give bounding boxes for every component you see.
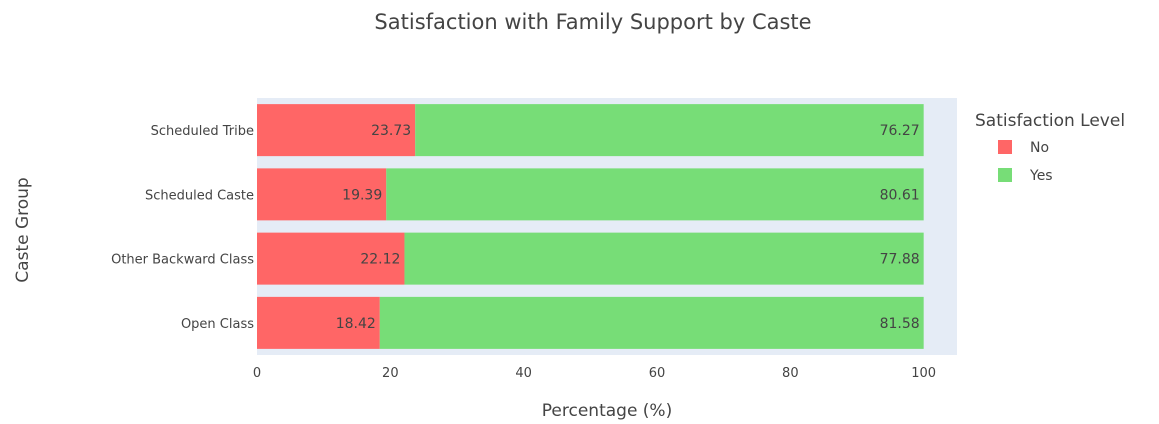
bar-yes-scheduled-tribe — [415, 104, 924, 157]
bar-label-yes-other-backward-class: 77.88 — [880, 252, 920, 268]
legend-swatch-yes — [998, 168, 1012, 182]
x-tick-label-80: 80 — [782, 366, 799, 381]
bar-label-yes-open-class: 81.58 — [880, 316, 920, 332]
bar-no-scheduled-caste — [257, 168, 387, 221]
x-axis-title: Percentage (%) — [542, 401, 672, 421]
x-tick-label-100: 100 — [911, 366, 936, 381]
bars-layer — [257, 104, 924, 349]
bar-label-yes-scheduled-caste: 80.61 — [880, 187, 920, 203]
chart-title: Satisfaction with Family Support by Cast… — [374, 10, 811, 34]
bar-label-yes-scheduled-tribe: 76.27 — [880, 123, 920, 139]
y-tick-label-other-backward-class: Other Backward Class — [111, 253, 254, 268]
bar-no-scheduled-tribe — [257, 104, 416, 157]
legend-items: No Yes — [998, 140, 1053, 184]
legend: Satisfaction Level No Yes — [975, 111, 1125, 184]
x-tick-label-60: 60 — [649, 366, 666, 381]
y-axis-ticks: Scheduled Tribe Scheduled Caste Other Back… — [111, 124, 254, 332]
y-tick-label-open-class: Open Class — [181, 317, 254, 332]
bar-yes-open-class — [379, 296, 924, 349]
bar-label-no-other-backward-class: 22.12 — [360, 252, 400, 268]
y-tick-label-scheduled-caste: Scheduled Caste — [145, 188, 254, 203]
legend-title: Satisfaction Level — [975, 111, 1125, 131]
x-tick-label-20: 20 — [382, 366, 399, 381]
bar-yes-scheduled-caste — [386, 168, 924, 221]
bar-yes-other-backward-class — [404, 232, 924, 285]
bar-label-no-scheduled-caste: 19.39 — [342, 187, 382, 203]
bar-label-no-scheduled-tribe: 23.73 — [371, 123, 411, 139]
legend-label-yes: Yes — [1029, 168, 1053, 184]
x-tick-label-40: 40 — [515, 366, 532, 381]
bar-labels-layer: 23.73 76.27 19.39 80.61 22.12 77.88 18.42 81.58 — [336, 123, 920, 332]
bar-no-open-class — [257, 296, 380, 349]
y-axis-title: Caste Group — [13, 177, 33, 282]
bar-no-other-backward-class — [257, 232, 405, 285]
y-tick-label-scheduled-tribe: Scheduled Tribe — [151, 124, 254, 139]
legend-label-no: No — [1030, 140, 1049, 156]
x-tick-label-0: 0 — [253, 366, 261, 381]
legend-swatch-no — [998, 140, 1012, 154]
bar-label-no-open-class: 18.42 — [336, 316, 376, 332]
x-axis-ticks: 0 20 40 60 80 100 — [253, 366, 936, 381]
